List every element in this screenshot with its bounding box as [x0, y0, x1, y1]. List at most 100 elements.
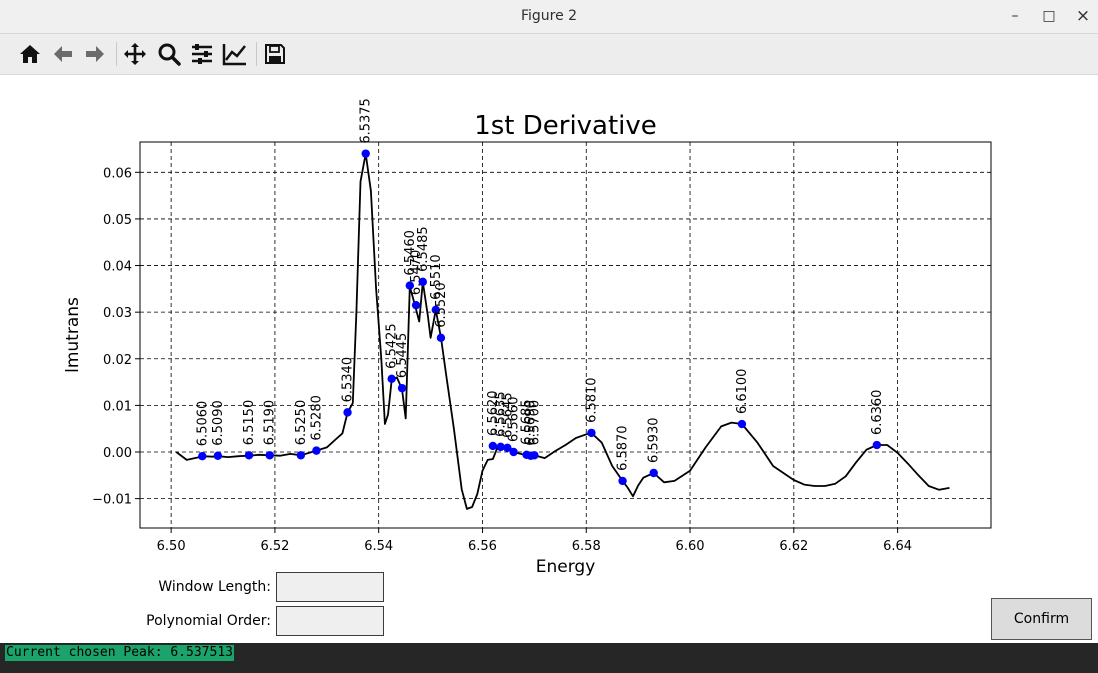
zoom-button[interactable] [155, 40, 183, 68]
peak-marker [361, 149, 370, 158]
plot-frame [139, 141, 992, 529]
save-icon [265, 44, 285, 64]
peak-label: 6.5510 [429, 254, 444, 300]
subplots-config-button[interactable] [188, 40, 216, 68]
peak-label: 6.5150 [242, 400, 257, 446]
window-length-input[interactable] [276, 572, 384, 602]
status-message: Current chosen Peak: 6.537513 [5, 645, 234, 661]
peak-label: 6.5620 [486, 390, 501, 435]
peak-marker [649, 468, 658, 478]
status-bar: Current chosen Peak: 6.537513 [0, 643, 1098, 673]
x-axis-label: Energy [536, 557, 596, 577]
peak-label: 6.5660 [507, 397, 522, 443]
pan-button[interactable] [121, 40, 149, 68]
x-tick-label: 6.54 [364, 539, 393, 554]
derivative-curve [175, 152, 950, 510]
y-axis-label: lmutrans [63, 297, 83, 373]
peak-label: 6.5635 [494, 391, 509, 437]
peak-label: 6.5810 [584, 377, 599, 423]
peak-marker [343, 408, 352, 417]
peak-label: 6.5425 [385, 323, 400, 369]
peak-label: 6.5700 [527, 400, 542, 446]
peak-label: 6.5280 [309, 395, 324, 441]
window-title: Figure 2 [520, 8, 578, 24]
peak-label: 6.5060 [195, 401, 210, 447]
toolbar-separator [256, 42, 257, 66]
subplots-config-icon [192, 44, 212, 64]
peak-marker [488, 441, 498, 451]
peak-marker [312, 446, 321, 455]
close-button[interactable]: × [1075, 6, 1091, 26]
peak-marker [431, 305, 440, 315]
peak-label: 6.5340 [341, 357, 356, 403]
confirm-button[interactable]: Confirm [991, 598, 1092, 640]
edit-axis-icon [222, 44, 246, 66]
peak-label: 6.5485 [416, 226, 431, 272]
y-tick-label: 0.01 [103, 399, 132, 414]
save-button[interactable] [261, 40, 289, 68]
peak-label: 6.5690 [524, 400, 539, 446]
y-tick-label: 0.06 [103, 166, 132, 181]
maximize-button[interactable]: □ [1042, 8, 1056, 24]
peak-marker [244, 451, 254, 460]
peak-label: 6.5190 [263, 400, 278, 446]
y-tick-label: 0.05 [103, 213, 132, 228]
edit-axis-button[interactable] [221, 40, 249, 68]
peak-marker [198, 452, 207, 461]
matplotlib-toolbar [0, 34, 1098, 75]
figure-canvas[interactable]: 6.5060 6.5090 6.5150 6.5190 6.5250 6.5280 6.53… [1, 75, 1097, 643]
peak-marker [405, 281, 415, 290]
peak-marker [737, 419, 747, 429]
forward-arrow-icon [86, 46, 104, 62]
y-tick-label: −0.01 [92, 493, 132, 508]
pan-icon [124, 43, 146, 65]
peak-marker [265, 451, 274, 460]
peak-marker [587, 428, 596, 438]
x-tick-label: 6.64 [883, 539, 912, 554]
peak-marker [530, 451, 539, 460]
peak-label: 6.5520 [434, 282, 449, 328]
peak-label: 6.5375 [359, 98, 374, 144]
minimize-button[interactable]: – [1011, 8, 1019, 24]
window-titlebar: Figure 2 – □ × [0, 0, 1098, 34]
x-tick-label: 6.58 [572, 539, 601, 554]
peak-marker [296, 451, 306, 460]
peak-marker [397, 383, 407, 393]
peak-label: 6.5685 [520, 399, 535, 445]
y-tick-label: 0.04 [103, 260, 132, 275]
peak-marker [411, 300, 421, 310]
polynomial-order-label: Polynomial Order: [146, 613, 271, 629]
home-button[interactable] [16, 40, 44, 68]
peak-label: 6.6100 [735, 369, 750, 415]
derivative-chart[interactable]: 6.5060 6.5090 6.5150 6.5190 6.5250 6.5280 6.53… [1, 75, 1097, 643]
x-tick-label: 6.50 [157, 539, 186, 554]
back-button[interactable] [49, 40, 77, 68]
peak-marker [213, 451, 223, 460]
chart-title: 1st Derivative [474, 111, 657, 141]
x-tick-label: 6.52 [260, 539, 289, 554]
peak-marker [496, 442, 505, 452]
x-tick-label: 6.60 [676, 539, 705, 554]
y-tick-label: 0.03 [103, 306, 132, 321]
home-icon [20, 45, 40, 63]
y-tick-label: 0.02 [103, 353, 132, 368]
forward-button[interactable] [81, 40, 109, 68]
peak-marker [436, 333, 446, 342]
peak-marker [872, 440, 882, 450]
window-length-label: Window Length: [158, 579, 271, 595]
x-tick-label: 6.56 [468, 539, 497, 554]
peak-marker [503, 443, 512, 453]
peak-marker [618, 476, 627, 486]
peak-marker [387, 374, 396, 384]
peak-label: 6.5645 [500, 392, 515, 438]
peak-label: 6.6360 [870, 390, 885, 436]
back-arrow-icon [54, 46, 72, 62]
peak-label: 6.5445 [395, 333, 410, 379]
peak-label: 6.5090 [211, 400, 226, 446]
polynomial-order-input[interactable] [276, 606, 384, 636]
peak-marker [509, 447, 518, 457]
y-tick-label: 0.00 [103, 446, 132, 461]
peak-label: 6.5460 [403, 230, 418, 276]
toolbar-separator [116, 42, 117, 66]
peak-marker [418, 277, 428, 287]
